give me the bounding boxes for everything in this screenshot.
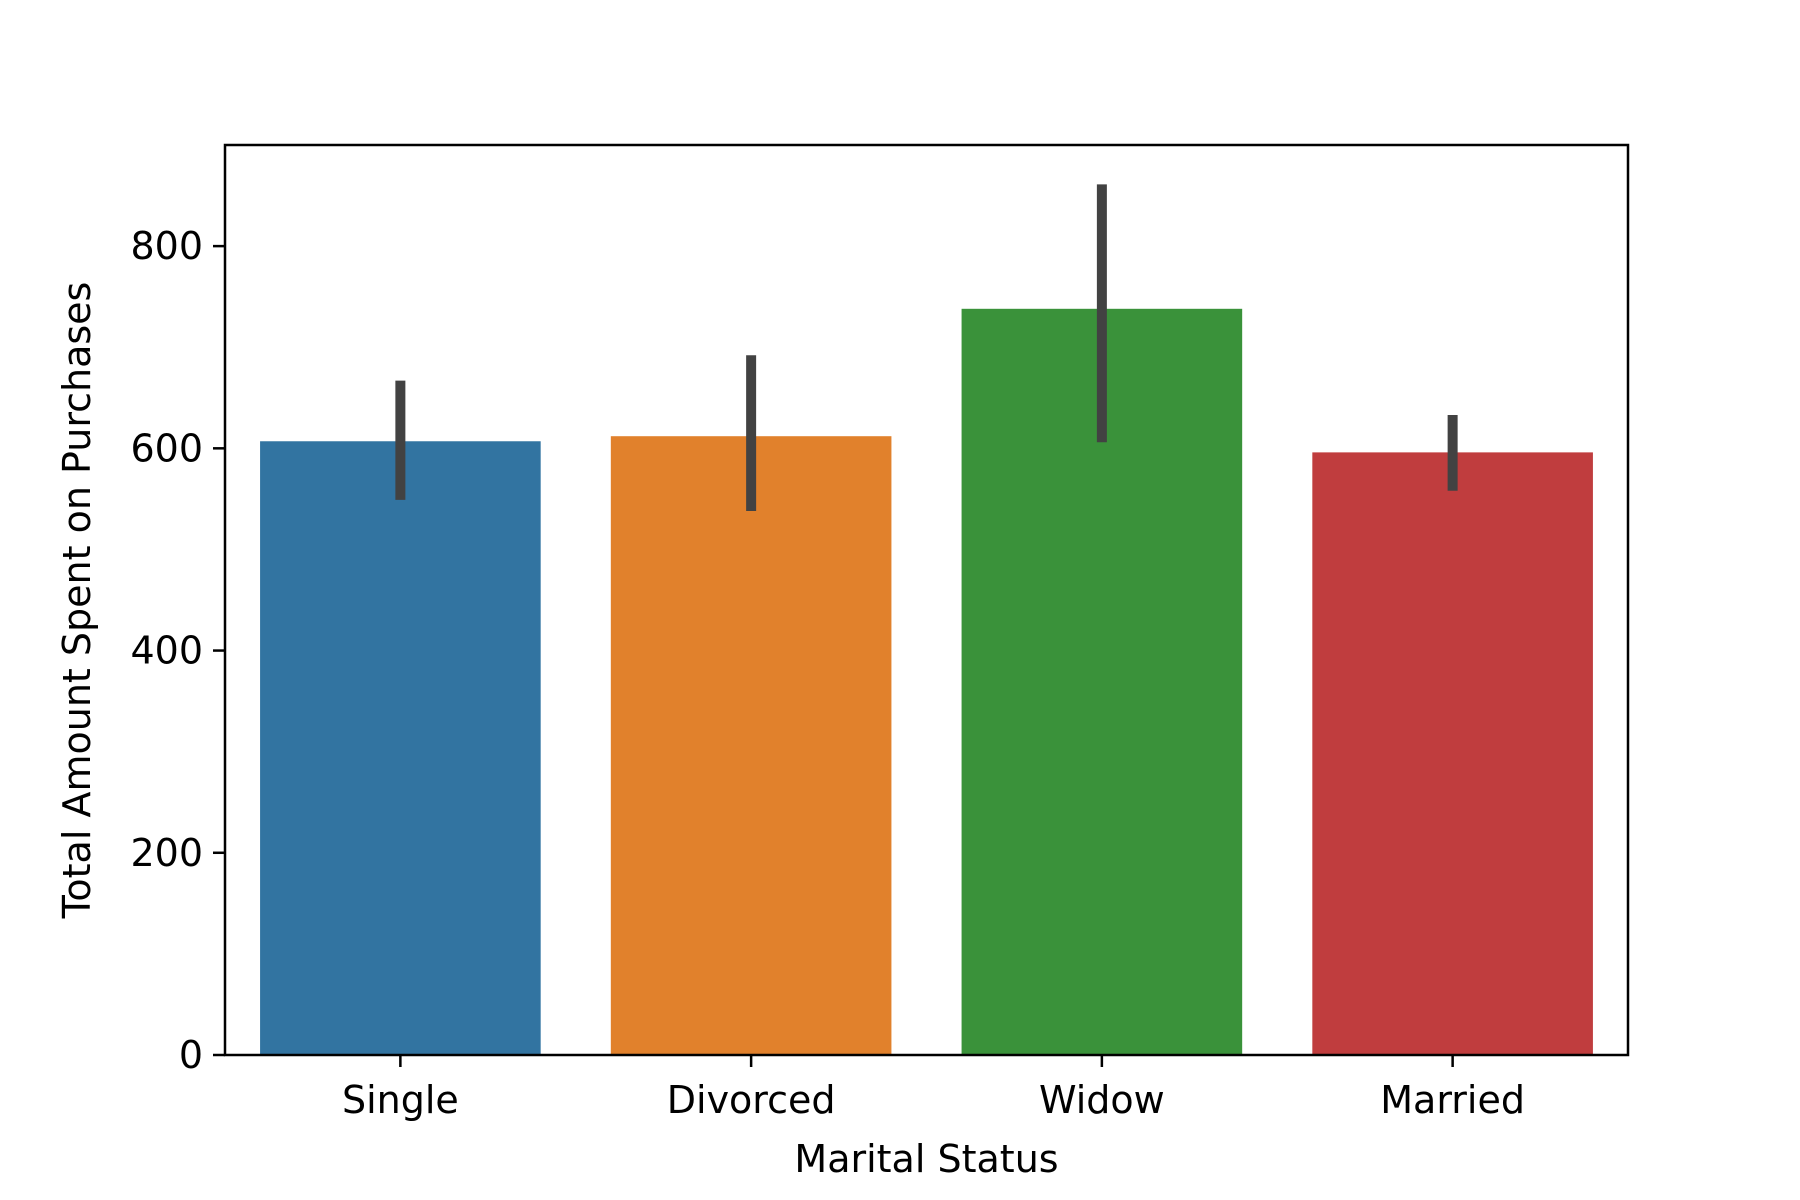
bar-single <box>260 441 541 1055</box>
bar-divorced <box>610 436 892 1055</box>
x-tick-label: Single <box>342 1078 459 1122</box>
error-bars-group <box>395 184 1458 512</box>
bar-married <box>1312 452 1593 1055</box>
x-axis-ticks: Single Divorced Widow Married <box>342 1055 1525 1122</box>
x-tick-label: Married <box>1380 1078 1525 1122</box>
x-axis-label: Marital Status <box>794 1137 1058 1181</box>
plot-frame <box>223 143 1630 1057</box>
y-tick-label: 800 <box>130 224 203 268</box>
y-tick-label: 400 <box>130 629 203 673</box>
y-tick-label: 600 <box>130 426 203 470</box>
x-tick-label: Widow <box>1039 1078 1165 1122</box>
y-tick-label: 0 <box>179 1033 203 1077</box>
x-tick-label: Divorced <box>667 1078 836 1122</box>
y-axis-label: Total Amount Spent on Purchases <box>55 282 99 920</box>
y-axis-ticks: 0 200 400 600 800 <box>130 224 225 1077</box>
y-tick-label: 200 <box>130 831 203 875</box>
